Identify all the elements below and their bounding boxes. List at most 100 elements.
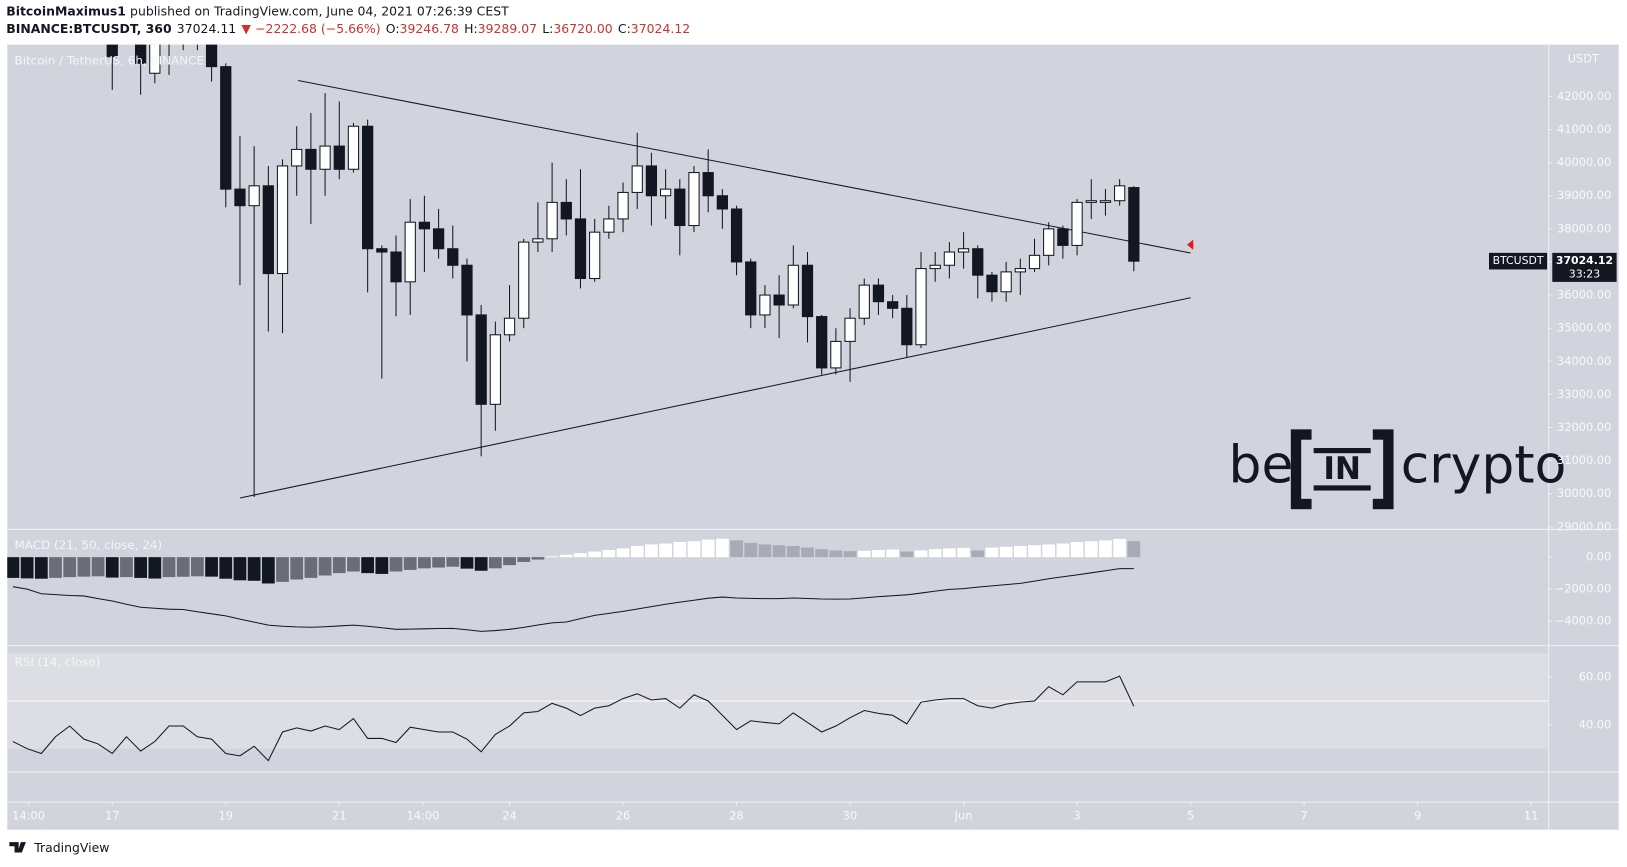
histogram-bar [34, 557, 48, 579]
histogram-bar [219, 557, 233, 579]
ohlc-value: 39289.07 [478, 21, 537, 36]
trendline [298, 80, 1191, 254]
histogram-bar [474, 557, 488, 571]
x-tick-label: 17 [105, 809, 120, 823]
histogram-bar [574, 553, 587, 558]
candle-body [447, 248, 459, 266]
candle-body [858, 284, 870, 319]
x-tick-label: 3 [1073, 809, 1080, 823]
x-tick-label: 11 [1524, 809, 1539, 823]
candle-body [1057, 228, 1069, 246]
x-tick-label: 9 [1414, 809, 1421, 823]
histogram-bar [914, 550, 928, 558]
histogram-bar [1113, 538, 1127, 558]
ohlc-value: 39246.78 [400, 21, 459, 36]
histogram-bar [77, 557, 91, 577]
histogram-bar [63, 557, 77, 578]
candle-body [702, 172, 714, 197]
x-tick-label: 30 [843, 809, 858, 823]
price-pane [106, 44, 1191, 499]
x-tick-label: 7 [1300, 809, 1307, 823]
histogram-bar [985, 547, 999, 558]
last: 37024.11 [177, 21, 236, 36]
candle-body [659, 188, 672, 197]
candle-body [674, 188, 686, 227]
price-tag [1552, 252, 1617, 282]
histogram-bar [261, 557, 275, 584]
histogram-bar [375, 557, 389, 574]
x-tick-label: Jun [954, 809, 973, 823]
histogram-bar [588, 551, 602, 558]
candle-body [688, 172, 700, 227]
y-tick-label: 41000.00 [1557, 122, 1611, 136]
candle-body [319, 145, 331, 170]
ohlc-value: 36720.00 [553, 21, 612, 36]
candle-body [248, 185, 260, 207]
candle-body [730, 208, 743, 263]
candle-body [560, 201, 572, 220]
pane-title: RSI (14, close) [15, 655, 101, 669]
candle-body [1099, 200, 1112, 203]
candle-body [276, 165, 289, 275]
candle-body [475, 314, 487, 405]
histogram-bar [843, 551, 857, 558]
histogram-bar [233, 557, 247, 581]
candle-body [759, 294, 771, 316]
histogram-bar [630, 545, 644, 558]
y-tick-label: 38000.00 [1557, 221, 1611, 235]
candle-body [773, 294, 785, 306]
candle-body [333, 145, 345, 170]
histogram-bar [134, 557, 148, 578]
histogram-bar [772, 545, 786, 558]
logo-gap [1311, 427, 1373, 442]
y-tick-label: 35000.00 [1557, 321, 1611, 335]
candle-body [972, 248, 984, 276]
candle-body [929, 264, 941, 270]
pane-title: Bitcoin / TetherUS, 6h, BINANCE [15, 54, 204, 68]
histogram-bar [602, 549, 616, 558]
watermark-right: crypto [1401, 436, 1567, 496]
histogram-bar [276, 557, 289, 582]
candle-body [262, 185, 274, 275]
candle-body [135, 44, 147, 64]
histogram-bar [857, 550, 871, 558]
histogram-bar [673, 541, 687, 558]
macd-line [12, 568, 1134, 632]
candle-body [1128, 187, 1140, 262]
y-tick-label: −4000.00 [1555, 613, 1612, 627]
candle-body [1028, 254, 1041, 270]
histogram-bar [971, 550, 985, 558]
candle-body [390, 251, 402, 283]
ohlc-value: 37024.12 [631, 21, 690, 36]
histogram-bar [7, 557, 20, 578]
histogram-bar [900, 551, 914, 558]
x-tick-label: 14:00 [407, 809, 440, 823]
histogram-bar [20, 557, 34, 579]
trendline [239, 297, 1191, 499]
histogram-bar [290, 557, 304, 580]
histogram-bar [247, 557, 261, 581]
histogram-bar [460, 557, 474, 569]
candle-body [418, 221, 431, 230]
histogram-bar [829, 550, 843, 558]
symbol: BINANCE:BTCUSDT, 360 [6, 21, 172, 36]
rsi-pane [7, 653, 1549, 762]
histogram-bar [148, 557, 162, 579]
x-tick-label: 28 [729, 809, 744, 823]
footer-brand: TradingView [33, 840, 109, 855]
y-tick-label: 0.00 [1586, 550, 1611, 564]
histogram-bar [872, 549, 885, 558]
histogram-bar [347, 557, 360, 572]
candle-body [489, 334, 501, 405]
histogram-bar [1056, 543, 1070, 558]
change: −2222.68 (−5.66%) [255, 21, 380, 36]
y-tick-label: −2000.00 [1555, 582, 1612, 596]
candle-body [844, 317, 856, 342]
candle-body [603, 218, 615, 233]
histogram-bar [744, 542, 758, 558]
histogram-bar [801, 547, 814, 558]
countdown: 33:23 [1569, 268, 1600, 281]
histogram-bar [446, 557, 460, 567]
histogram-bar [418, 557, 431, 569]
